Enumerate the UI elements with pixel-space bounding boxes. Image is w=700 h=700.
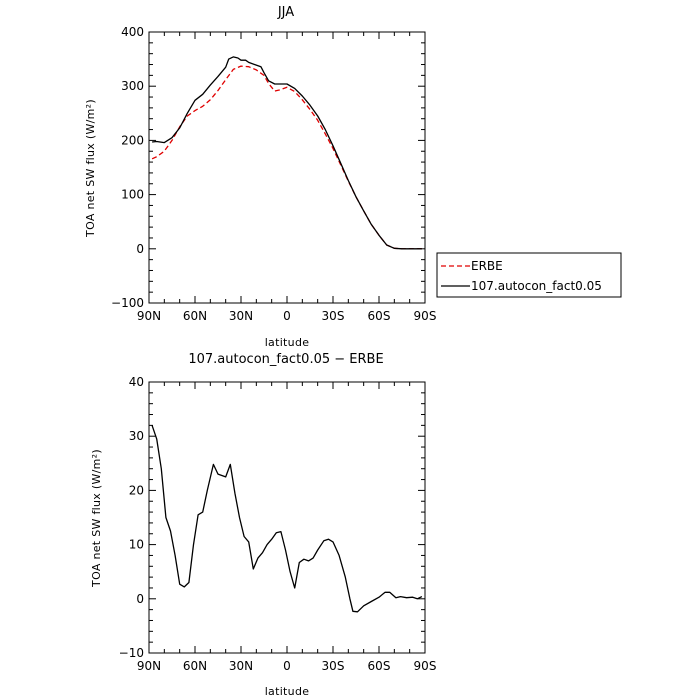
bottom-x-tick-label: 90N (137, 659, 161, 673)
top-y-tick-label: 0 (136, 242, 144, 256)
bottom-y-axis-title: TOA net SW flux (W/m²) (90, 449, 103, 588)
top-y-tick-label: −100 (111, 296, 144, 310)
top-y-tick-label: 400 (121, 25, 144, 39)
bottom-panel-title: 107.autocon_fact0.05 − ERBE (188, 352, 383, 367)
bottom-x-tick-label: 60S (368, 659, 391, 673)
legend-label-erbe: ERBE (471, 259, 503, 273)
top-y-tick-label: 200 (121, 133, 144, 147)
bottom-plot-frame (148, 381, 426, 654)
bottom-series-line-0 (151, 425, 423, 613)
top-legend: ERBE 107.autocon_fact0.05 (436, 252, 622, 298)
bottom-x-tick-label: 90S (414, 659, 437, 673)
bottom-y-tick-label: −10 (119, 646, 144, 660)
bottom-x-tick-label: 30S (322, 659, 345, 673)
top-y-axis-title: TOA net SW flux (W/m²) (84, 99, 97, 238)
bottom-y-tick-label: 30 (129, 429, 144, 443)
top-x-tick-label: 60N (183, 309, 207, 323)
bottom-y-tick-label: 40 (129, 375, 144, 389)
top-x-tick-label: 30N (229, 309, 253, 323)
top-series-line-0 (151, 65, 422, 250)
top-plot-frame (148, 31, 426, 304)
top-x-tick-label: 90S (414, 309, 437, 323)
top-panel: JJA 90N 60N 30N 0 30S 60S 90S −100 0 100 200 300 400… (84, 5, 436, 349)
top-x-axis-title: latitude (265, 336, 310, 349)
legend-label-model: 107.autocon_fact0.05 (471, 279, 602, 293)
bottom-x-axis-title: latitude (265, 685, 310, 698)
bottom-y-tick-label: 0 (136, 592, 144, 606)
top-x-tick-label: 90N (137, 309, 161, 323)
bottom-x-tick-label: 0 (283, 659, 291, 673)
top-series-line-1 (152, 56, 422, 250)
bottom-y-tick-label: 20 (129, 483, 144, 497)
bottom-y-tick-label: 10 (129, 538, 144, 552)
top-x-tick-label: 30S (322, 309, 345, 323)
bottom-x-tick-label: 60N (183, 659, 207, 673)
bottom-x-tick-label: 30N (229, 659, 253, 673)
top-x-tick-label: 60S (368, 309, 391, 323)
top-x-tick-label: 0 (283, 309, 291, 323)
legend-box (436, 252, 622, 298)
top-panel-title: JJA (277, 5, 294, 20)
top-y-tick-label: 100 (121, 188, 144, 202)
top-y-tick-label: 300 (121, 79, 144, 93)
bottom-panel: 107.autocon_fact0.05 − ERBE 90N 60N 30N 0 30… (90, 352, 436, 698)
